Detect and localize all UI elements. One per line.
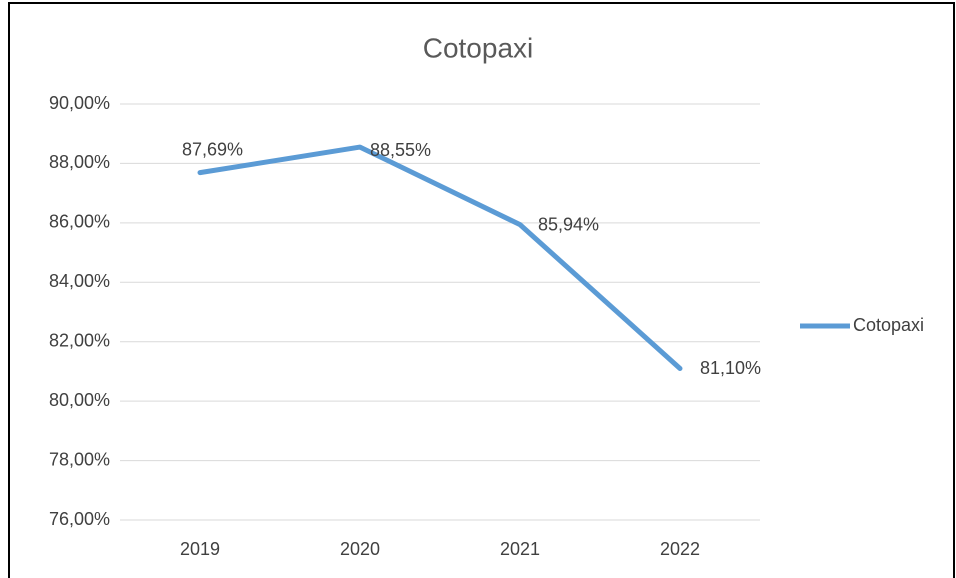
y-tick-label: 82,00% bbox=[49, 330, 110, 350]
y-tick-label: 88,00% bbox=[49, 152, 110, 172]
y-tick-label: 84,00% bbox=[49, 271, 110, 291]
chart-title: Cotopaxi bbox=[423, 32, 534, 63]
x-tick-label: 2021 bbox=[500, 539, 540, 559]
data-label: 87,69% bbox=[182, 139, 243, 159]
y-tick-label: 78,00% bbox=[49, 449, 110, 469]
x-tick-label: 2020 bbox=[340, 539, 380, 559]
legend-label: Cotopaxi bbox=[853, 315, 924, 335]
y-tick-label: 86,00% bbox=[49, 212, 110, 232]
chart-border bbox=[8, 2, 955, 578]
y-tick-label: 90,00% bbox=[49, 93, 110, 113]
data-label: 81,10% bbox=[700, 358, 761, 378]
data-line bbox=[197, 144, 683, 371]
data-label: 85,94% bbox=[538, 214, 599, 234]
y-tick-label: 76,00% bbox=[49, 509, 110, 529]
x-tick-label: 2019 bbox=[180, 539, 220, 559]
data-label: 88,55% bbox=[370, 140, 431, 160]
y-tick-label: 80,00% bbox=[49, 390, 110, 410]
x-tick-label: 2022 bbox=[660, 539, 700, 559]
